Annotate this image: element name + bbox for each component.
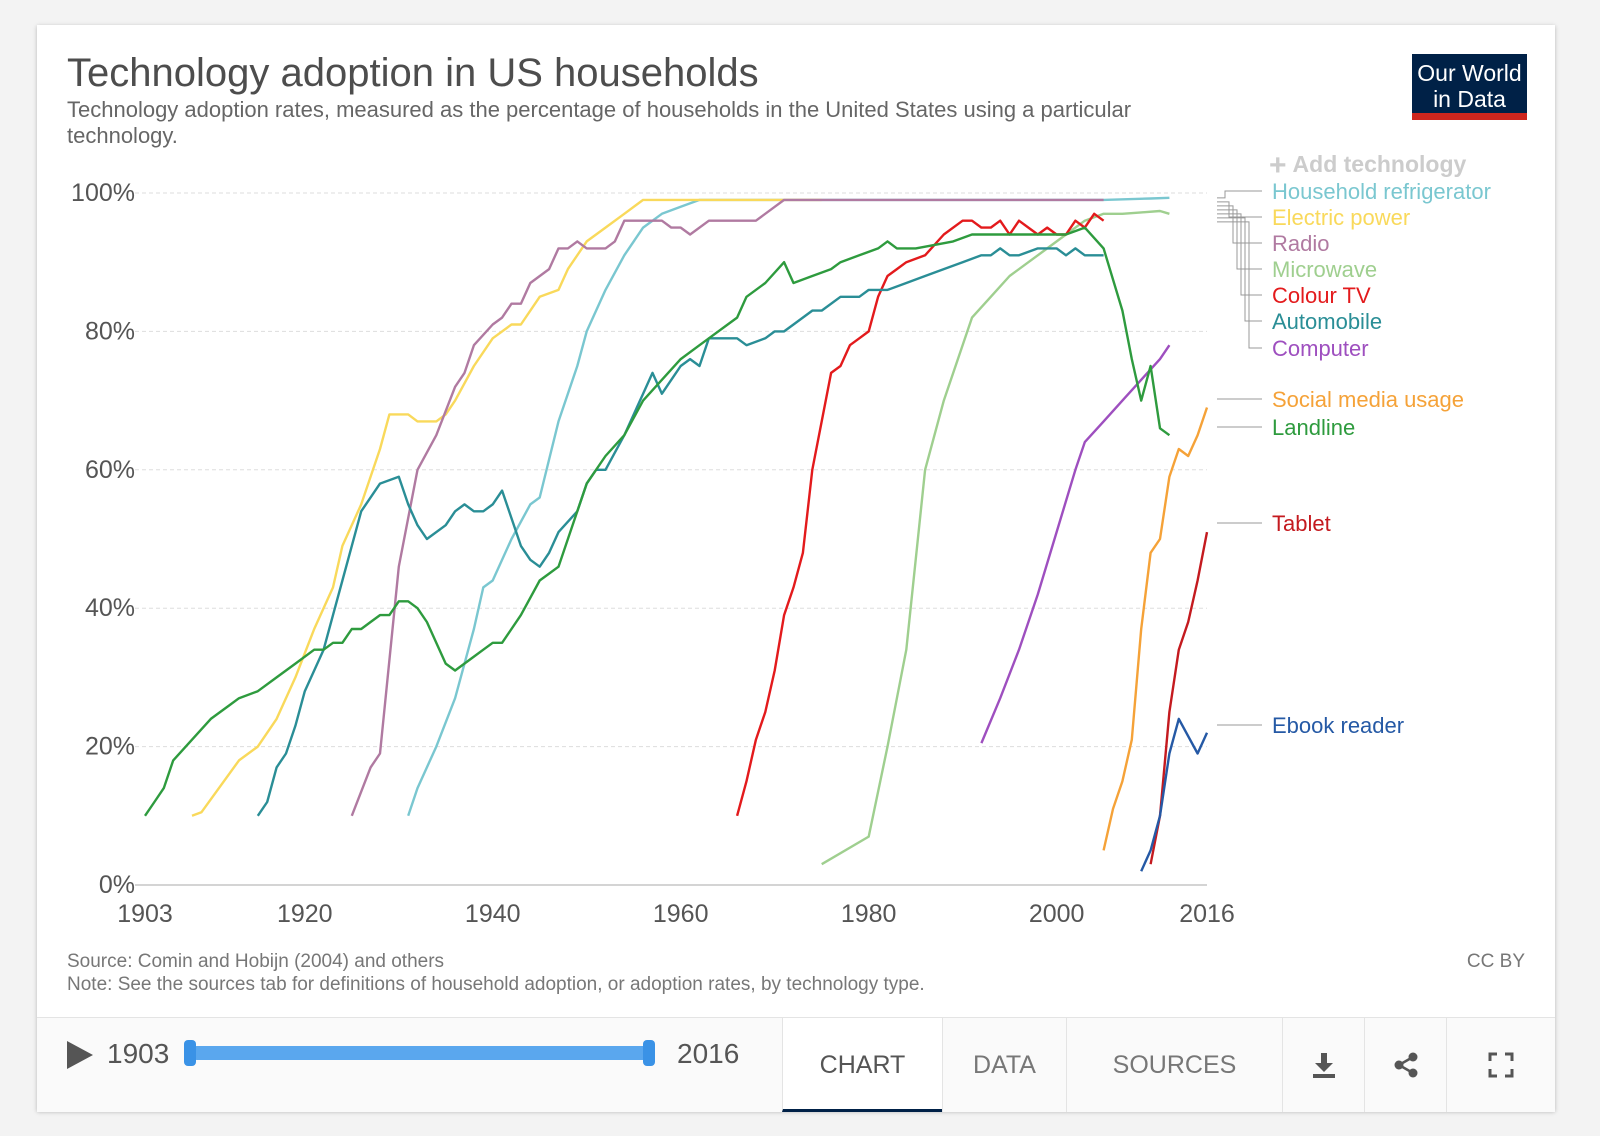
legend-label-electric-power: Electric power bbox=[1272, 205, 1410, 230]
chart-subtitle: Technology adoption rates, measured as t… bbox=[67, 97, 1132, 148]
timeline-start-handle[interactable] bbox=[184, 1040, 196, 1066]
add-technology-button[interactable]: + Add technology bbox=[1269, 149, 1466, 183]
legend-label-landline: Landline bbox=[1272, 415, 1355, 440]
x-tick-label: 1980 bbox=[841, 900, 897, 928]
owid-logo[interactable]: Our World in Data bbox=[1412, 54, 1527, 120]
y-tick-label: 100% bbox=[71, 179, 135, 207]
logo-line-2: in Data bbox=[1433, 86, 1506, 112]
add-technology-label: Add technology bbox=[1292, 151, 1467, 177]
legend-label-household-refrigerator: Household refrigerator bbox=[1272, 179, 1491, 204]
timeline-end-handle[interactable] bbox=[643, 1040, 655, 1066]
legend-label-ebook-reader: Ebook reader bbox=[1272, 713, 1404, 738]
logo-line-1: Our World bbox=[1417, 60, 1522, 86]
y-tick-label: 40% bbox=[85, 594, 135, 622]
legend-connector bbox=[1217, 190, 1262, 199]
series-line-radio bbox=[350, 198, 1104, 817]
download-icon bbox=[1312, 1053, 1335, 1078]
fullscreen-icon bbox=[1488, 1052, 1514, 1078]
legend-label-automobile: Automobile bbox=[1272, 309, 1382, 334]
series-line-household-refrigerator bbox=[407, 196, 1170, 817]
tab-chart[interactable]: CHART bbox=[782, 1018, 942, 1112]
tab-data[interactable]: DATA bbox=[942, 1018, 1066, 1112]
series-line-automobile bbox=[256, 247, 1104, 817]
series-line-social-media-usage bbox=[1102, 407, 1209, 851]
legend-connector bbox=[1217, 209, 1262, 270]
y-tick-label: 60% bbox=[85, 456, 135, 484]
legend-label-radio: Radio bbox=[1272, 231, 1329, 256]
share-icon bbox=[1394, 1052, 1417, 1078]
legend-label-microwave: Microwave bbox=[1272, 257, 1377, 282]
series-line-microwave bbox=[821, 209, 1170, 866]
plus-icon: + bbox=[1269, 149, 1287, 182]
series-line-computer bbox=[980, 344, 1171, 744]
legend-label-computer: Computer bbox=[1272, 336, 1369, 361]
note-text: Note: See the sources tab for definition… bbox=[67, 974, 925, 995]
x-tick-label: 2016 bbox=[1179, 900, 1235, 928]
legend-label-social-media-usage: Social media usage bbox=[1272, 387, 1464, 412]
timeline-slider-track[interactable] bbox=[190, 1046, 650, 1060]
play-icon[interactable] bbox=[67, 1041, 93, 1069]
download-button[interactable] bbox=[1282, 1018, 1364, 1112]
control-bar: 1903 2016 CHART DATA SOURCES bbox=[37, 1017, 1555, 1112]
y-tick-label: 20% bbox=[85, 733, 135, 761]
x-tick-label: 2000 bbox=[1029, 900, 1085, 928]
x-tick-label: 1940 bbox=[465, 900, 521, 928]
chart-title: Technology adoption in US households bbox=[67, 51, 759, 95]
x-tick-label: 1960 bbox=[653, 900, 709, 928]
share-button[interactable] bbox=[1364, 1018, 1446, 1112]
tab-sources[interactable]: SOURCES bbox=[1066, 1018, 1282, 1112]
legend-connector bbox=[1217, 213, 1262, 296]
fullscreen-button[interactable] bbox=[1446, 1018, 1555, 1112]
x-tick-label: 1920 bbox=[277, 900, 333, 928]
series-line-ebook-reader bbox=[1140, 717, 1209, 872]
timeline-start-year: 1903 bbox=[107, 1038, 170, 1069]
series-line-landline bbox=[144, 226, 1171, 817]
timeline-end-year: 2016 bbox=[677, 1038, 740, 1069]
series-line-electric-power bbox=[191, 198, 822, 817]
y-tick-label: 0% bbox=[99, 871, 135, 899]
x-tick-label: 1903 bbox=[117, 900, 173, 928]
legend-connector bbox=[1217, 205, 1262, 244]
license-link[interactable]: CC BY bbox=[1466, 951, 1525, 972]
series-line-colour-tv bbox=[735, 212, 1105, 817]
line-chart: 0% 20% 40% 60% 80% 100% 1903 1920 1940 1960 1980 20… bbox=[71, 179, 1491, 928]
chart-card: Technology adoption in US households Tec… bbox=[37, 25, 1555, 1112]
legend-connector bbox=[1217, 221, 1262, 349]
y-tick-label: 80% bbox=[85, 317, 135, 345]
legend-label-tablet: Tablet bbox=[1272, 511, 1331, 536]
legend-connector bbox=[1217, 217, 1262, 322]
legend-label-colour-tv: Colour TV bbox=[1272, 283, 1371, 308]
source-text: Source: Comin and Hobijn (2004) and othe… bbox=[67, 951, 445, 972]
